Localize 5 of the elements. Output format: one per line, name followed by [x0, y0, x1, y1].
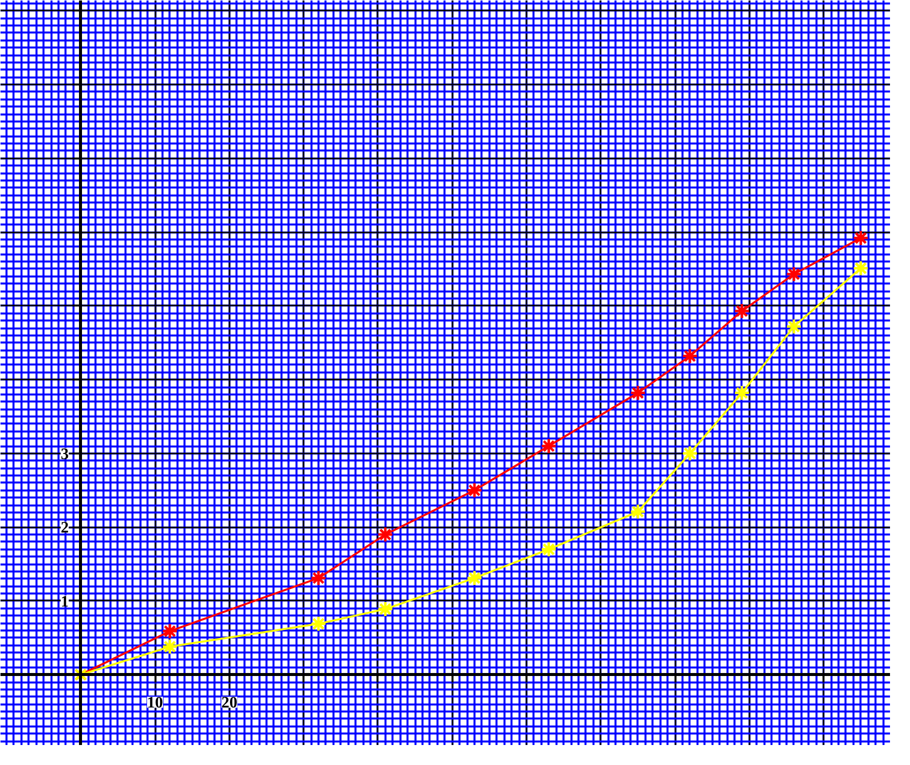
x-tick-label: 20	[221, 694, 238, 712]
x-tick-label: 10	[147, 694, 164, 712]
y-tick-label: 3	[60, 446, 69, 463]
y-tick-label: 2	[60, 520, 69, 537]
y-tick-label: 1	[60, 593, 69, 610]
